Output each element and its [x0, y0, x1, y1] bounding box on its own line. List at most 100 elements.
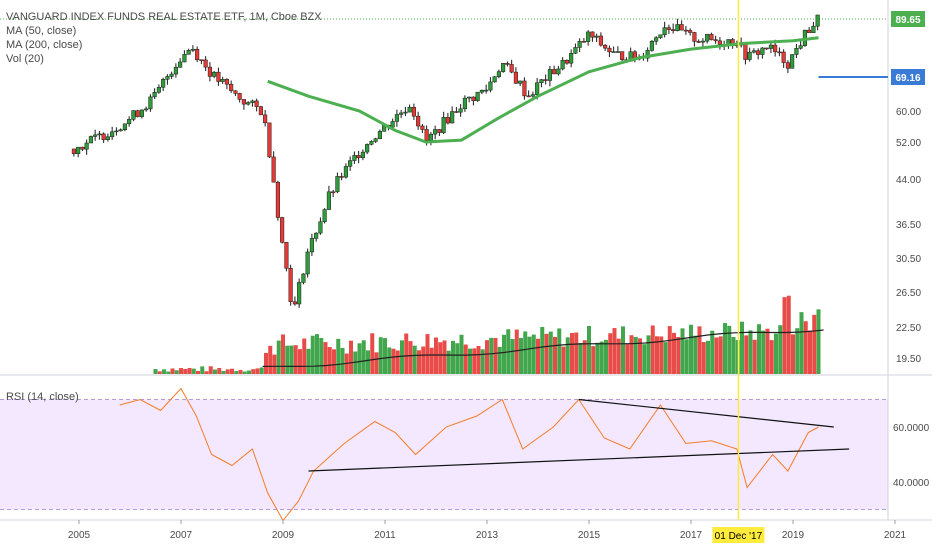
- candle-body: [645, 50, 650, 59]
- volume-bar: [689, 324, 693, 374]
- price-tick-label: 36.50: [896, 220, 921, 231]
- volume-bar: [561, 346, 566, 374]
- volume-bar: [293, 345, 298, 374]
- candle-body: [467, 96, 472, 99]
- volume-bar: [816, 309, 821, 374]
- volume-bar: [315, 334, 319, 374]
- volume-bar: [276, 340, 281, 374]
- volume-bar: [472, 348, 477, 374]
- candle-body: [369, 141, 374, 145]
- volume-bar: [357, 343, 362, 374]
- candle-body: [199, 59, 204, 61]
- candle-body: [598, 35, 603, 46]
- volume-bar: [748, 330, 753, 374]
- candle-body: [445, 117, 450, 124]
- volume-bar: [412, 345, 417, 374]
- candle-body: [165, 76, 170, 80]
- volume-bar: [714, 337, 719, 374]
- ma-50-line: [267, 36, 819, 144]
- volume-bar: [162, 369, 166, 374]
- candle-body: [105, 136, 110, 140]
- candle-body: [522, 80, 527, 97]
- candle-body: [152, 92, 157, 98]
- volume-bar: [451, 340, 455, 374]
- candle-body: [220, 79, 225, 82]
- candle-body: [80, 146, 85, 150]
- candle-body: [246, 102, 251, 105]
- candle-body: [811, 25, 816, 33]
- last-price-badge: [891, 11, 925, 27]
- volume-bar: [332, 349, 336, 374]
- volume-bar: [752, 339, 757, 374]
- candle-body: [233, 90, 238, 94]
- candle-body: [156, 87, 161, 93]
- volume-bar: [455, 343, 460, 374]
- candle-body: [212, 71, 217, 77]
- candle-body: [288, 267, 293, 302]
- time-tick-label: 2019: [782, 530, 805, 541]
- volume-bar: [731, 336, 736, 374]
- candle-body: [751, 50, 756, 53]
- volume-bar: [421, 346, 426, 374]
- volume-bar: [208, 366, 213, 374]
- candle-body: [314, 232, 319, 239]
- candle-body: [747, 51, 752, 60]
- candle-body: [437, 129, 442, 133]
- volume-bar: [446, 350, 451, 374]
- volume-bar: [663, 342, 668, 374]
- candle-body: [148, 96, 153, 110]
- volume-bar: [247, 370, 251, 374]
- candle-body: [250, 100, 255, 103]
- candle-body: [586, 31, 591, 42]
- candle-body: [573, 47, 578, 54]
- volume-bar: [323, 342, 328, 374]
- volume-bar: [238, 369, 243, 374]
- candle-body: [207, 66, 212, 77]
- candle-body: [781, 51, 786, 63]
- candle-body: [399, 112, 404, 115]
- volume-bar: [157, 371, 162, 374]
- price-tick-label: 26.50: [896, 288, 921, 299]
- volume-bar: [370, 333, 375, 374]
- volume-bar: [570, 333, 574, 374]
- candle-body: [535, 82, 540, 95]
- volume-bar: [230, 368, 234, 374]
- candle-body: [407, 106, 412, 113]
- volume-bar: [574, 332, 579, 374]
- candle-body: [169, 73, 174, 77]
- candle-body: [135, 110, 140, 117]
- candle-body: [144, 108, 149, 111]
- volume-bar: [493, 337, 498, 374]
- candle-body: [654, 37, 659, 42]
- candle-body: [190, 48, 195, 51]
- price-tick-label: 44.00: [896, 175, 921, 186]
- volume-bar: [429, 347, 434, 374]
- volume-bar: [395, 350, 400, 374]
- candle-body: [615, 51, 620, 53]
- volume-bar: [612, 328, 617, 374]
- volume-bar: [625, 344, 630, 374]
- candle-body: [785, 62, 790, 69]
- candle-body: [93, 134, 98, 137]
- candle-body: [773, 44, 778, 53]
- candle-body: [790, 54, 795, 69]
- time-tick-label: 2009: [272, 530, 295, 541]
- volume-bar: [259, 367, 264, 374]
- volume-bar: [272, 354, 277, 374]
- candle-body: [88, 136, 93, 144]
- volume-bar: [697, 326, 702, 374]
- candle-body: [301, 273, 306, 283]
- candle-body: [807, 29, 812, 33]
- candle-body: [352, 155, 357, 161]
- candle-body: [356, 155, 361, 158]
- rsi-legend: RSI (14, close): [6, 391, 79, 403]
- candle-body: [131, 110, 136, 120]
- volume-bar: [217, 367, 222, 374]
- volume-bar: [485, 340, 489, 374]
- volume-bar: [514, 329, 519, 374]
- volume-bar: [438, 342, 443, 374]
- volume-bar: [808, 330, 812, 374]
- volume-bar: [502, 334, 506, 374]
- candle-body: [441, 117, 446, 133]
- candle-body: [254, 100, 259, 107]
